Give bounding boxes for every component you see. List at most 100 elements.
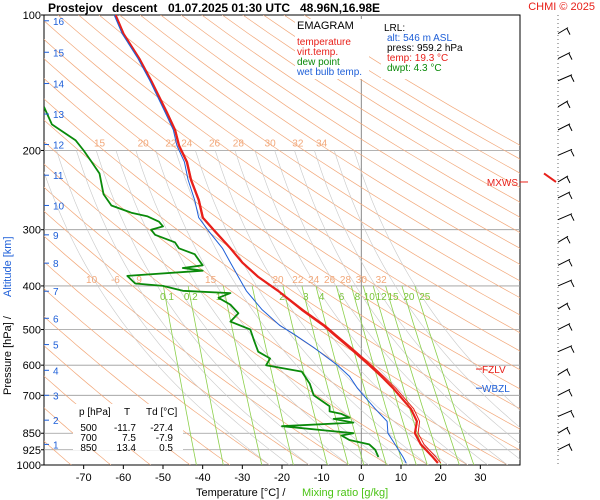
mixing-ratio-label: 25 [419,292,431,303]
altitude-tick-label: 14 [53,80,65,91]
dry-adiabat-line [44,141,508,465]
moist-adiabat-line [254,150,488,465]
mixing-ratio-label: 12 [376,292,388,303]
dry-adiabat-line [44,186,429,465]
x-tick-label: 0 [358,472,364,484]
altitude-tick-label: 15 [53,48,65,59]
wind-barb [570,280,575,288]
dry-adiabat-line [160,15,520,249]
theta-label: 22 [292,275,304,286]
table-cell: 850 [80,443,97,454]
altitude-tick-label: 5 [53,341,59,352]
max-wind-barb [543,172,557,183]
pressure-tick-label: 100 [23,10,41,22]
wind-barb [557,100,569,108]
pressure-tick-label: 500 [23,325,41,337]
altitude-tick-label: 6 [53,314,59,325]
y-axis-label-altitude: Altitude [km] [2,236,14,297]
theta-label: 22 [165,138,177,149]
dry-adiabat-line [44,78,520,410]
theta-label: 15 [205,275,217,286]
x-tick-label: -10 [314,472,330,484]
level-markers: MXWS FZLV WBZL [476,178,528,395]
wind-barb [557,191,571,199]
wind-barbs-column [543,15,575,465]
dry-adiabat-line [44,98,520,430]
wind-barb [566,303,571,311]
moist-adiabat-line [294,150,520,460]
table-cell: 13.4 [117,443,137,454]
moist-adiabat-line [314,150,520,445]
dry-adiabat-line [44,210,389,465]
theta-label: 30 [265,138,277,149]
theta-label: 20 [138,138,150,149]
wind-barb [557,175,569,183]
x-axis-label-temperature: Temperature [°C] / [196,487,286,499]
mixing-ratio-label: 6 [339,292,345,303]
wind-barb [570,411,575,418]
wind-barb [557,426,569,434]
mixing-ratio-line [414,285,475,465]
profile-series-layer [44,15,442,464]
mixing-ratio-line [251,285,294,465]
pressure-tick-label: 600 [23,360,41,372]
header-datetime: 01.07.2025 01:30 UTC [168,1,290,15]
dry-adiabat-line [44,316,231,465]
legend-box [295,19,369,79]
table-cell: 500 [80,423,97,434]
legend-dew-point: dew point [297,57,340,68]
header-coords: 48.96N,16.98E [300,1,380,15]
theta-label: 9 [136,275,142,286]
y-axis-label: Pressure [hPa] / Altitude [km] [2,236,14,395]
dry-adiabat-line [222,15,520,203]
mixing-ratio-label: 0.2 [184,292,198,303]
temperature-line [114,15,439,464]
moist-adiabat-line [274,150,508,465]
x-axis-label-mixing-ratio: Mixing ratio [g/kg] [302,487,388,499]
dry-adiabat-line [44,20,520,352]
mixing-ratio-line [301,285,349,465]
wind-barb [570,214,575,221]
wind-barb [566,369,571,376]
moist-adiabat-line [44,171,270,465]
mixing-ratio-line [350,285,404,465]
mixing-ratio-label: 2 [279,292,285,303]
theta-label: 20 [272,275,284,286]
altitude-tick-label: 13 [53,110,65,121]
wind-barb [568,192,573,200]
table-cell: -11.7 [114,423,136,434]
wind-barb [570,75,575,82]
wind-barb [557,74,573,82]
mixing-ratio-line [362,285,417,465]
theta-label: 10 [86,275,98,286]
dry-adiabat-line [180,15,520,233]
pressure-tick-label: 1000 [17,460,41,472]
summary-table-box [73,404,183,450]
dry-adiabat-line [283,15,520,160]
mixing-ratio-label: 4 [319,292,325,303]
table-header-td: Td [°C] [146,407,177,418]
altitude-tick-label: 8 [53,259,59,270]
mixing-ratio-lines: 0.1 0.2 1 2 3 4 6 8 10 12 15 20 25 [160,285,475,465]
pressure-tick-label: 700 [23,390,41,402]
table-cell: 700 [80,433,97,444]
wind-barb [557,123,571,131]
dry-adiabat-line [139,15,520,265]
wind-barb [557,323,571,330]
header-kind: descent [112,1,157,15]
wind-barb [557,409,573,417]
lrl-title: LRL: [384,23,405,34]
wind-barb [557,258,571,266]
moist-adiabat-line [214,150,449,465]
theta-label: 26 [324,275,336,286]
lrl-press: press: 959.2 hPa [387,43,463,54]
mixing-ratio-line [282,285,328,465]
mixing-ratio-label: 15 [388,292,400,303]
table-cell: 7.5 [122,433,136,444]
pressure-tick-label: 200 [23,145,41,157]
table-cell: 0.5 [159,443,173,454]
x-tick-label: -40 [195,472,211,484]
wet-bulb-line [113,15,407,464]
